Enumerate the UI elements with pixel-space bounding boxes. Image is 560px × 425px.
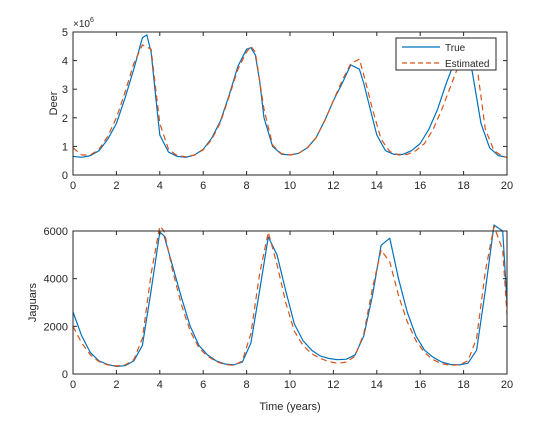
x-tick-label: 8 (244, 180, 250, 192)
deer-axis-exponent: ×106 (73, 17, 94, 30)
series-line-true (72, 224, 508, 367)
x-tick-label: 16 (414, 379, 426, 391)
x-tick-label: 16 (414, 180, 426, 192)
y-tick-label: 0 (62, 369, 68, 381)
x-tick-label: 20 (501, 180, 513, 192)
x-axis-label: Time (years) (259, 401, 320, 413)
y-tick-label: 0 (62, 170, 68, 182)
jaguars-plot-area (72, 224, 508, 367)
y-tick-label: 2 (62, 113, 68, 125)
x-tick-label: 18 (457, 180, 469, 192)
x-tick-label: 0 (70, 180, 76, 192)
series-line-estimated (72, 225, 508, 367)
y-tick-label: 4000 (44, 274, 68, 286)
x-tick-label: 6 (200, 379, 206, 391)
legend-box (395, 37, 497, 71)
x-tick-label: 14 (371, 180, 383, 192)
deer-plot-area (72, 34, 508, 158)
x-tick-label: 12 (327, 379, 339, 391)
x-tick-label: 4 (157, 180, 163, 192)
x-tick-label: 10 (284, 379, 296, 391)
deer-y-axis-label: Deer (48, 91, 60, 115)
y-tick-label: 4 (62, 56, 68, 68)
x-tick-label: 20 (501, 379, 513, 391)
y-tick-label: 2000 (44, 321, 68, 333)
x-tick-label: 6 (200, 180, 206, 192)
x-tick-label: 2 (113, 379, 119, 391)
deer-x-ticks: 0 2 4 6 8 10 12 14 16 18 20 (70, 32, 513, 192)
exponent-power: 6 (90, 17, 94, 24)
y-tick-label: 3 (62, 84, 68, 96)
x-tick-label: 18 (457, 379, 469, 391)
series-line-estimated (72, 44, 508, 158)
y-tick-label: 5 (62, 27, 68, 39)
x-tick-label: 0 (70, 379, 76, 391)
jaguars-y-axis-label: Jaguars (27, 282, 39, 322)
x-tick-label: 10 (284, 180, 296, 192)
exponent-base: ×10 (73, 19, 90, 30)
x-tick-label: 8 (244, 379, 250, 391)
x-tick-label: 14 (371, 379, 383, 391)
y-tick-label: 6000 (44, 226, 68, 238)
jaguars-y-ticks: 0 2000 4000 6000 (44, 226, 507, 381)
legend: True Estimated (395, 37, 497, 71)
x-tick-label: 12 (327, 180, 339, 192)
x-tick-label: 2 (113, 180, 119, 192)
y-tick-label: 1 (62, 141, 68, 153)
axes-frame (72, 230, 508, 375)
axes-frame (72, 31, 508, 176)
x-tick-label: 4 (157, 379, 163, 391)
legend-true-label: True (445, 43, 466, 54)
legend-estimated-label: Estimated (445, 59, 489, 70)
